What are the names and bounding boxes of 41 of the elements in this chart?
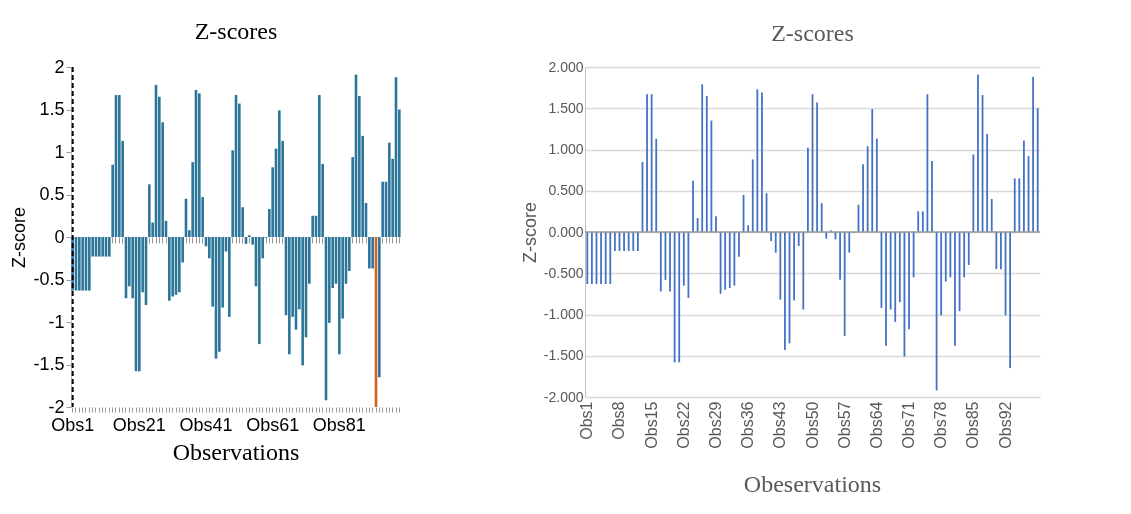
y-axis-title: Z-score	[519, 201, 540, 264]
x-tick-label: Obs43	[771, 401, 789, 449]
x-tick-label: Obs36	[739, 401, 757, 449]
x-tick-label: Obs64	[867, 401, 885, 449]
y-tick-label: 1.000	[548, 141, 584, 157]
x-tick-label: Obs41	[179, 414, 233, 435]
y-tick-label: 1.5	[39, 99, 65, 119]
chart-title: Z-scores	[194, 18, 278, 44]
y-tick-label: -1.5	[33, 354, 65, 374]
chart-title: Z-scores	[771, 20, 854, 46]
x-tick-label: Obs8	[610, 401, 628, 440]
y-tick-label: -1.500	[543, 347, 584, 364]
x-axis-title: Observations	[172, 439, 300, 465]
y-tick-label: -1	[48, 311, 65, 332]
y-tick-label: 0	[54, 226, 65, 247]
y-tick-label: -1.000	[543, 306, 584, 322]
x-tick-label: Obs71	[900, 401, 918, 449]
x-tick-label: Obs92	[996, 401, 1014, 449]
x-tick-label: Obs21	[112, 414, 166, 435]
x-tick-label: Obs61	[246, 414, 300, 435]
y-tick-label: -0.500	[543, 264, 584, 281]
x-tick-label: Obs22	[674, 401, 692, 449]
y-tick-label: 1.500	[548, 99, 584, 116]
x-tick-label: Obs57	[835, 401, 853, 449]
y-tick-label: 1	[54, 141, 65, 162]
x-axis-title: Obeservations	[743, 471, 882, 497]
y-axis-title: Z-score	[9, 206, 30, 269]
x-tick-label: Obs50	[803, 401, 821, 449]
x-tick-label: Obs78	[932, 401, 950, 449]
y-tick-label: 0.500	[548, 182, 584, 199]
x-tick-label: Obs15	[642, 401, 660, 449]
y-tick-label: 2.000	[548, 58, 584, 75]
y-tick-label: 2	[54, 56, 65, 77]
y-tick-label: 0.5	[39, 184, 65, 204]
y-tick-label: 0.000	[548, 223, 584, 240]
y-tick-label: -0.5	[33, 269, 65, 289]
x-tick-label: Obs1	[51, 414, 95, 435]
x-tick-label: Obs81	[312, 414, 366, 435]
x-tick-label: Obs85	[964, 401, 982, 449]
x-tick-label: Obs29	[706, 401, 724, 449]
y-tick-label: -2	[48, 396, 65, 417]
